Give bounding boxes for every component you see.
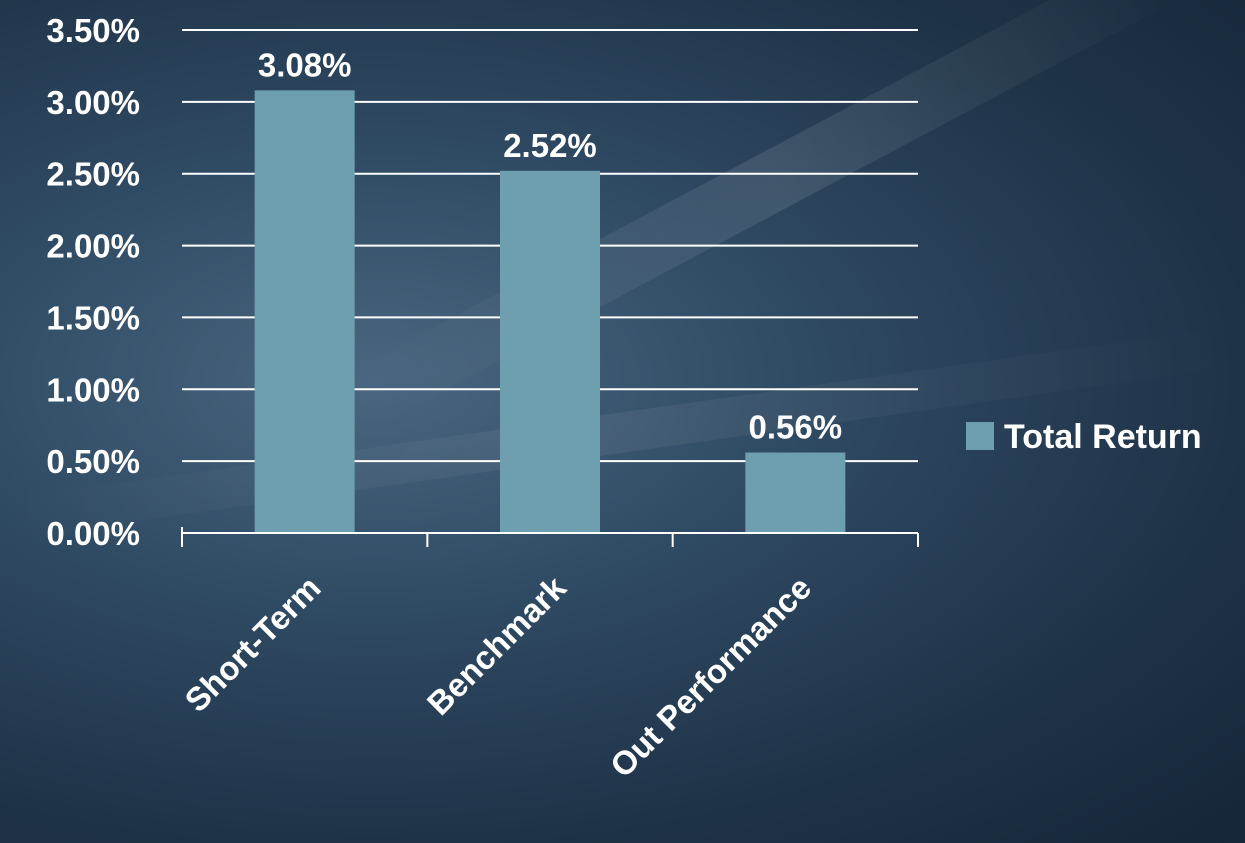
bar <box>254 90 355 534</box>
y-tick-label: 2.50% <box>46 156 140 193</box>
data-labels: 3.08% 2.52% 0.56% <box>258 46 842 445</box>
bar <box>745 452 846 533</box>
y-tick-label: 1.50% <box>46 299 140 336</box>
y-tick-label: 0.50% <box>46 443 140 480</box>
bar <box>500 170 600 533</box>
y-axis-tick-labels: 0.00% 0.50% 1.00% 1.50% 2.00% 2.50% 3.00% 3.50% <box>46 12 140 552</box>
y-tick-label: 3.50% <box>46 12 140 49</box>
y-tick-label: 1.00% <box>46 371 140 408</box>
x-category-label: Short-Term <box>177 569 327 719</box>
data-label: 0.56% <box>749 409 843 446</box>
legend-swatch <box>966 422 994 450</box>
x-axis-category-labels: Short-Term Benchmark Out Performance <box>177 568 818 784</box>
legend: Total Return <box>966 418 1202 456</box>
y-tick-label: 3.00% <box>46 84 140 121</box>
y-tick-label: 2.00% <box>46 228 140 265</box>
data-label: 2.52% <box>503 127 597 164</box>
x-category-label: Benchmark <box>420 568 574 722</box>
bars <box>254 90 846 534</box>
y-tick-label: 0.00% <box>46 515 140 552</box>
x-category-label: Out Performance <box>603 569 818 784</box>
data-label: 3.08% <box>258 46 352 83</box>
x-axis <box>181 527 919 547</box>
legend-label: Total Return <box>1004 418 1202 456</box>
